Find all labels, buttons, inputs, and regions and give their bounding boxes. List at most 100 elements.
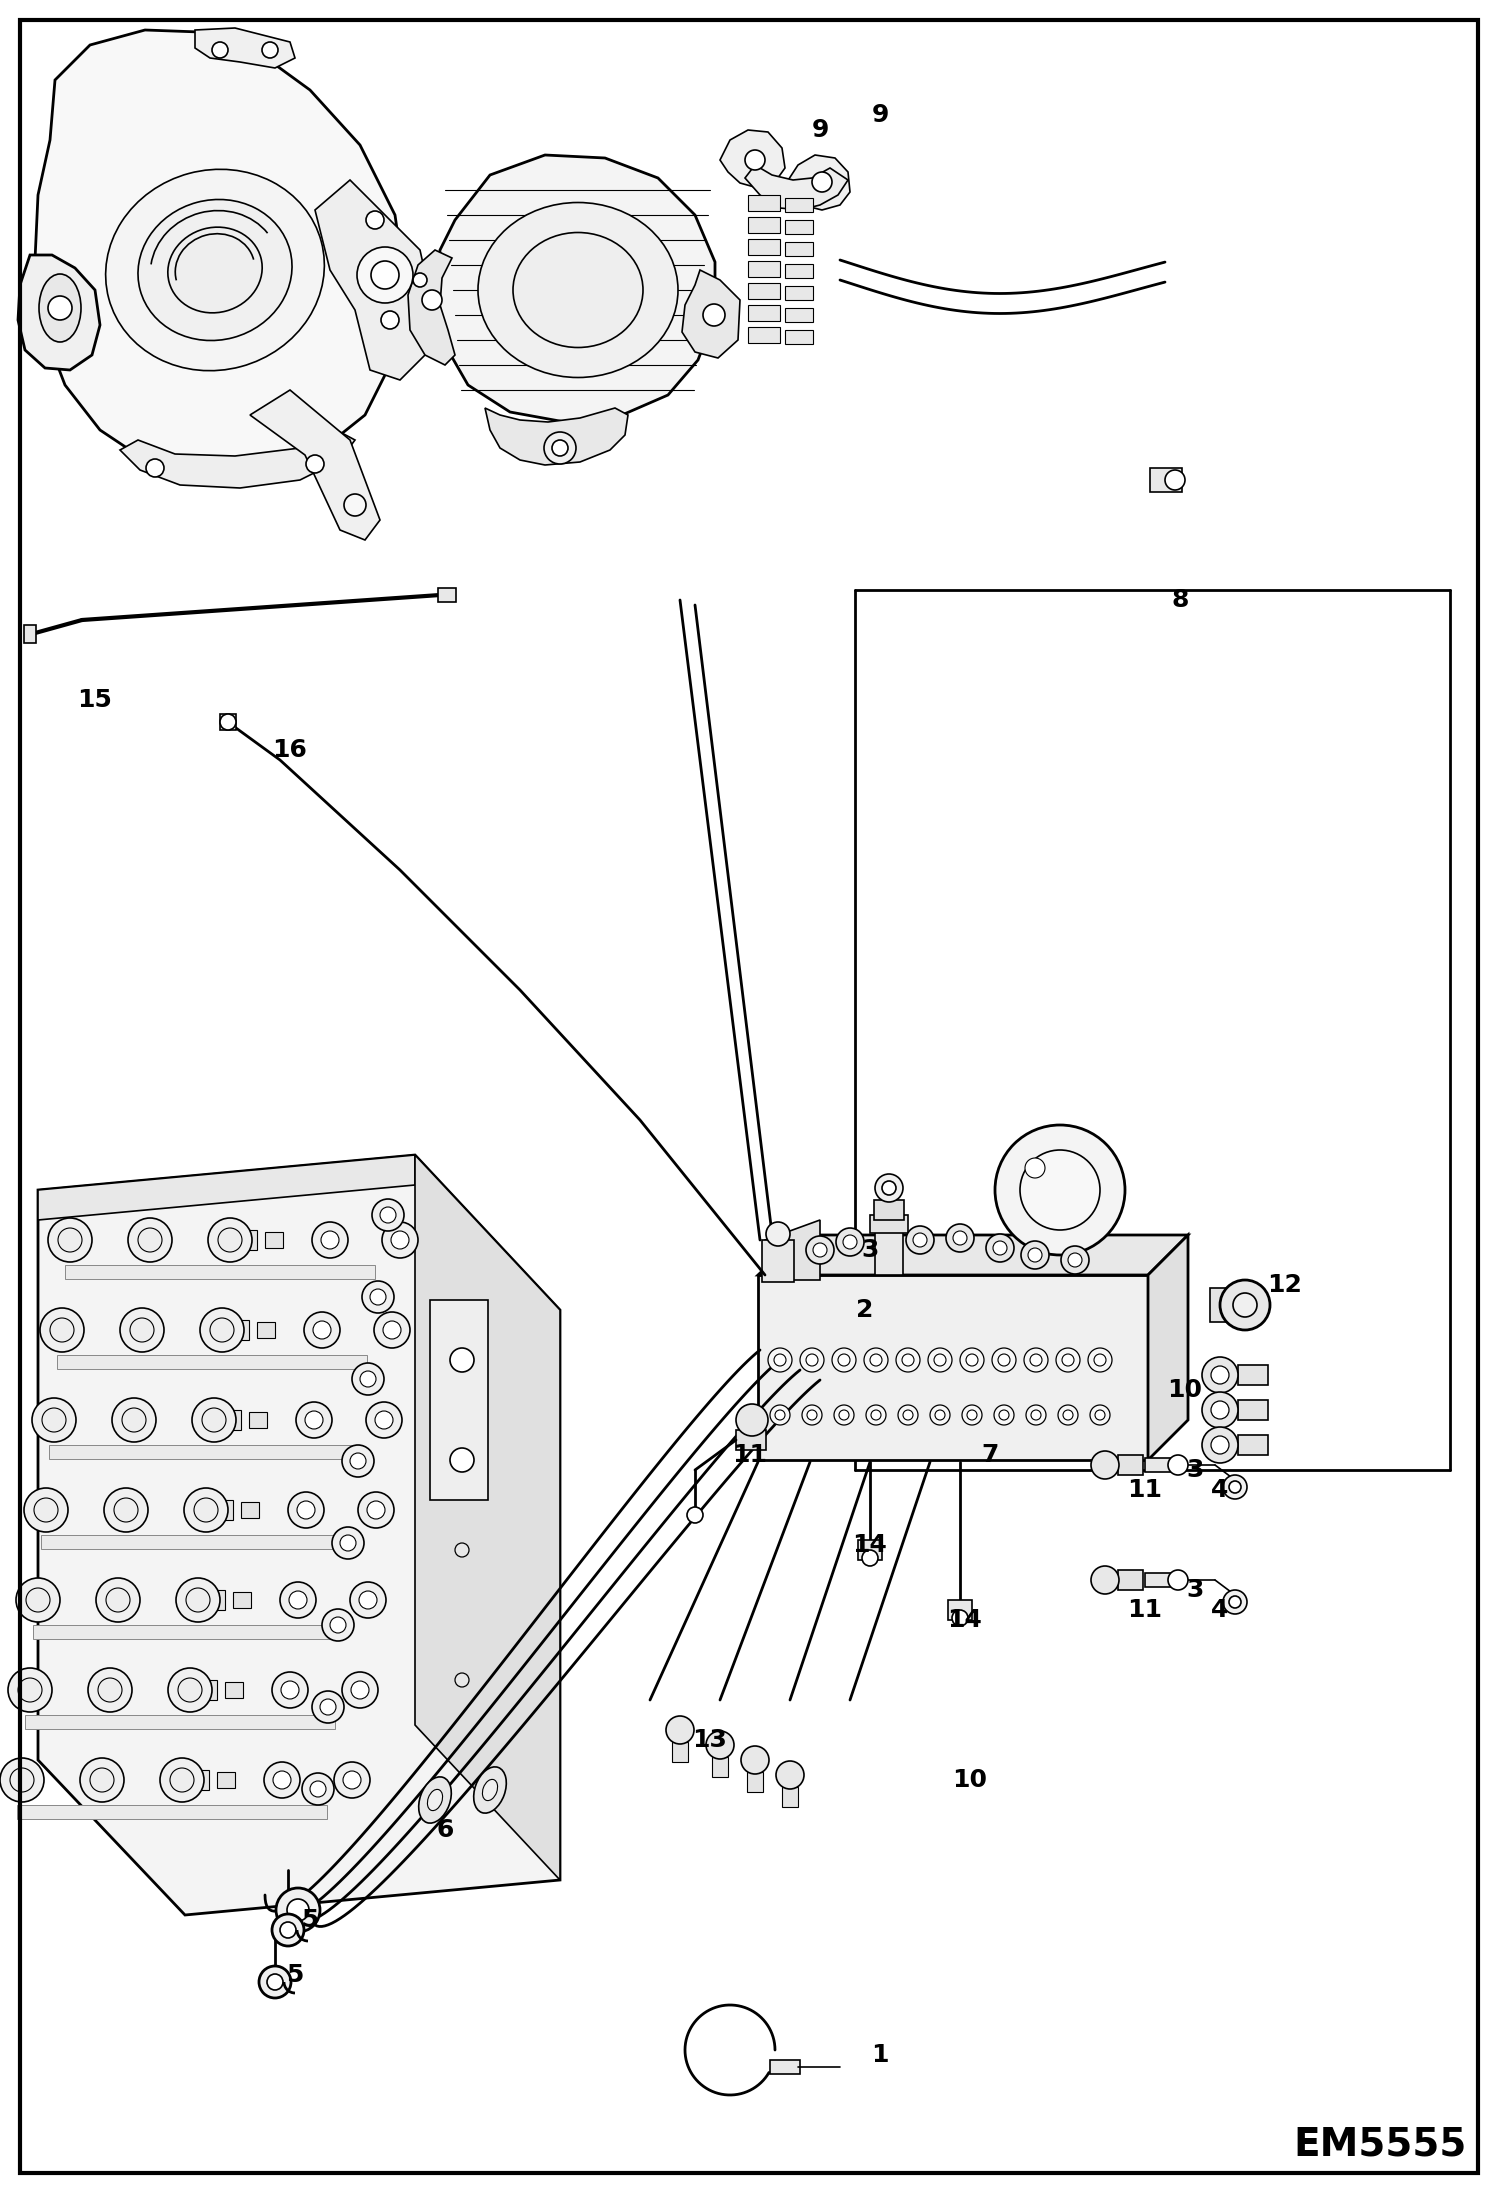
Circle shape [360, 1590, 377, 1610]
Bar [870, 1215, 908, 1232]
Bar [235, 1230, 258, 1250]
Circle shape [114, 1498, 138, 1522]
Text: 14: 14 [852, 1533, 887, 1557]
Circle shape [449, 1349, 473, 1373]
Bar [875, 1226, 903, 1274]
Bar [217, 1772, 235, 1787]
Circle shape [342, 1671, 377, 1708]
Circle shape [297, 1401, 333, 1439]
Circle shape [88, 1669, 132, 1713]
Bar [785, 219, 813, 235]
Circle shape [1233, 1294, 1257, 1318]
Circle shape [831, 1349, 855, 1373]
Circle shape [413, 272, 427, 287]
Circle shape [774, 1410, 785, 1421]
Circle shape [330, 1616, 346, 1634]
Circle shape [902, 1353, 914, 1366]
Bar [785, 197, 813, 213]
Circle shape [90, 1768, 114, 1792]
Circle shape [312, 1691, 345, 1724]
Circle shape [1028, 1248, 1043, 1261]
Polygon shape [37, 1156, 415, 1219]
Circle shape [1056, 1349, 1080, 1373]
Circle shape [96, 1579, 139, 1623]
Circle shape [34, 1498, 58, 1522]
Bar [1118, 1454, 1143, 1476]
Bar [258, 1322, 276, 1338]
Circle shape [169, 1768, 195, 1792]
Circle shape [1210, 1401, 1228, 1419]
Circle shape [903, 1410, 912, 1421]
Text: 16: 16 [273, 739, 307, 761]
Circle shape [1210, 1436, 1228, 1454]
Circle shape [813, 1243, 827, 1257]
Circle shape [1088, 1349, 1112, 1373]
Bar [873, 1200, 903, 1219]
Text: 7: 7 [981, 1443, 999, 1467]
Circle shape [1210, 1366, 1228, 1384]
Circle shape [1061, 1246, 1089, 1274]
Circle shape [1022, 1241, 1049, 1270]
Circle shape [1201, 1357, 1237, 1393]
Circle shape [383, 1320, 401, 1340]
Circle shape [267, 1974, 283, 1989]
Bar [1150, 467, 1182, 491]
Bar [748, 1772, 762, 1792]
Circle shape [175, 1579, 220, 1623]
Text: 9: 9 [812, 118, 828, 143]
Circle shape [544, 432, 577, 465]
Circle shape [306, 454, 324, 474]
Circle shape [1025, 1158, 1046, 1178]
Circle shape [58, 1228, 82, 1252]
Polygon shape [195, 29, 295, 68]
Polygon shape [745, 164, 848, 211]
Circle shape [1201, 1393, 1237, 1428]
Circle shape [322, 1610, 354, 1640]
Circle shape [40, 1307, 84, 1353]
Circle shape [953, 1230, 968, 1246]
Bar [64, 1265, 374, 1279]
Circle shape [986, 1235, 1014, 1261]
Circle shape [178, 1678, 202, 1702]
Circle shape [837, 1353, 849, 1366]
Bar [187, 1770, 210, 1789]
Circle shape [186, 1588, 210, 1612]
Circle shape [800, 1349, 824, 1373]
Text: 8: 8 [1171, 588, 1189, 612]
Circle shape [912, 1232, 927, 1248]
Circle shape [18, 1678, 42, 1702]
Circle shape [120, 1307, 163, 1353]
Text: 4: 4 [1212, 1478, 1228, 1502]
Text: 5: 5 [301, 1908, 319, 1932]
Circle shape [995, 1406, 1014, 1425]
Circle shape [935, 1410, 945, 1421]
Circle shape [345, 493, 366, 515]
Circle shape [768, 1349, 792, 1373]
Circle shape [1168, 1570, 1188, 1590]
Circle shape [42, 1408, 66, 1432]
Bar [211, 1500, 234, 1520]
Polygon shape [37, 1156, 560, 1914]
Circle shape [1219, 1281, 1270, 1329]
Bar [24, 625, 36, 643]
Circle shape [449, 1447, 473, 1472]
Circle shape [363, 1281, 394, 1314]
Polygon shape [765, 1219, 819, 1281]
Circle shape [184, 1489, 228, 1533]
Polygon shape [1147, 1235, 1188, 1461]
Circle shape [812, 171, 831, 193]
Circle shape [49, 1318, 73, 1342]
Circle shape [1020, 1149, 1100, 1230]
Circle shape [1062, 1353, 1074, 1366]
Bar [249, 1412, 267, 1428]
Circle shape [16, 1579, 60, 1623]
Bar [219, 1410, 241, 1430]
Ellipse shape [512, 232, 643, 346]
Ellipse shape [473, 1768, 506, 1814]
Bar [1237, 1364, 1267, 1386]
Circle shape [1091, 1406, 1110, 1425]
Circle shape [213, 42, 228, 57]
Circle shape [839, 1410, 849, 1421]
Polygon shape [250, 390, 380, 539]
Circle shape [168, 1669, 213, 1713]
